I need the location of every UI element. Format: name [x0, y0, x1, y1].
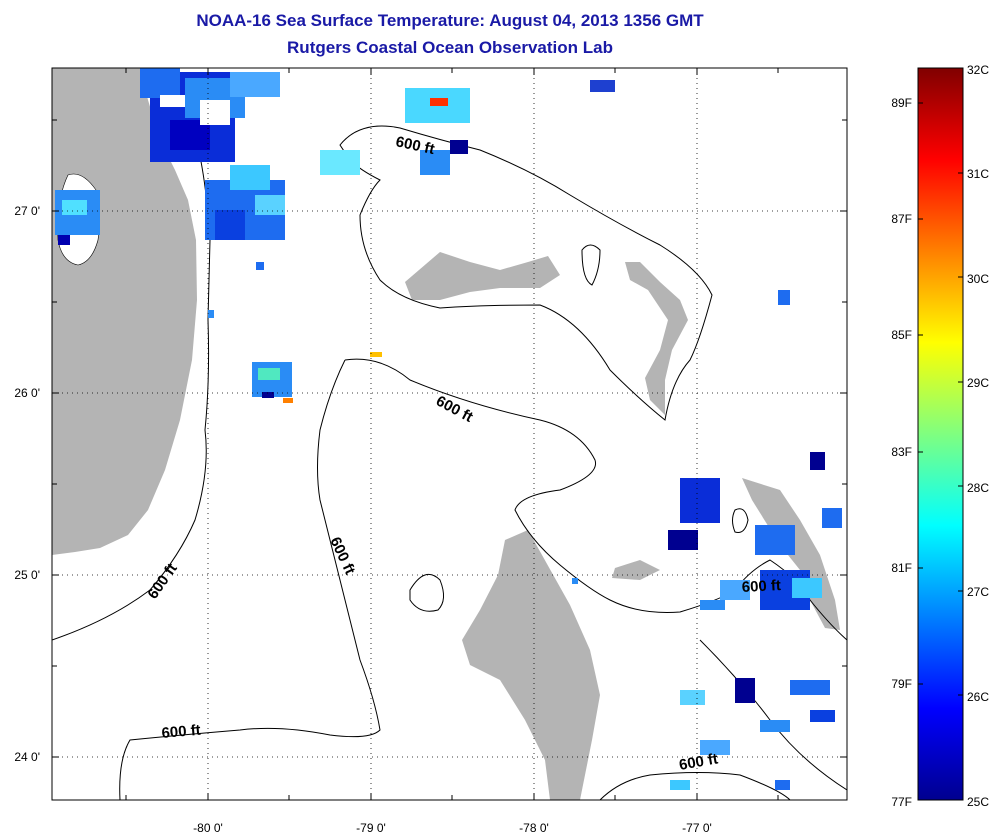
- colorbar-gradient: [917, 67, 964, 801]
- latitude-label: 26 0': [14, 386, 40, 400]
- colorbar-celsius-label: 29C: [967, 376, 989, 390]
- longitude-label: -79 0': [356, 821, 386, 835]
- colorbar-celsius-label: 27C: [967, 585, 989, 599]
- colorbar-fahrenheit-label: 85F: [891, 328, 912, 342]
- map-subtitle: Rutgers Coastal Ocean Observation Lab: [287, 38, 613, 57]
- colorbar-fahrenheit-label: 77F: [891, 795, 912, 809]
- colorbar-celsius-label: 25C: [967, 795, 989, 809]
- colorbar-celsius-label: 26C: [967, 690, 989, 704]
- latitude-label: 27 0': [14, 204, 40, 218]
- contour-label: 600 ft: [161, 722, 202, 742]
- colorbar-fahrenheit-label: 81F: [891, 561, 912, 575]
- colorbar-fahrenheit-label: 79F: [891, 677, 912, 691]
- colorbar-celsius-label: 31C: [967, 167, 989, 181]
- longitude-label: -78 0': [519, 821, 549, 835]
- latitude-label: 25 0': [14, 568, 40, 582]
- sst-pixels: [55, 68, 842, 790]
- colorbar-celsius-label: 30C: [967, 272, 989, 286]
- land-andros: [462, 530, 600, 800]
- colorbar: 32C 31C 30C 29C 28C 27C 26C 25C 89F 87F …: [891, 63, 989, 809]
- ocean-area: [52, 68, 847, 800]
- colorbar-fahrenheit-label: 89F: [891, 96, 912, 110]
- land-grand-bahama: [405, 252, 560, 300]
- longitude-label: -77 0': [682, 821, 712, 835]
- contour-label: 600 ft: [678, 750, 720, 774]
- graticule: [52, 68, 847, 800]
- axis-ticks: [52, 68, 847, 800]
- map-frame: [51, 67, 848, 801]
- colorbar-celsius-label: 32C: [967, 63, 989, 77]
- longitude-label: -80 0': [193, 821, 223, 835]
- colorbar-celsius-label: 28C: [967, 481, 989, 495]
- colorbar-fahrenheit-label: 87F: [891, 212, 912, 226]
- colorbar-fahrenheit-label: 83F: [891, 445, 912, 459]
- map-title: NOAA-16 Sea Surface Temperature: August …: [196, 11, 704, 30]
- land-abaco: [625, 262, 688, 415]
- contour-label: 600 ft: [741, 577, 781, 596]
- latitude-label: 24 0': [14, 750, 40, 764]
